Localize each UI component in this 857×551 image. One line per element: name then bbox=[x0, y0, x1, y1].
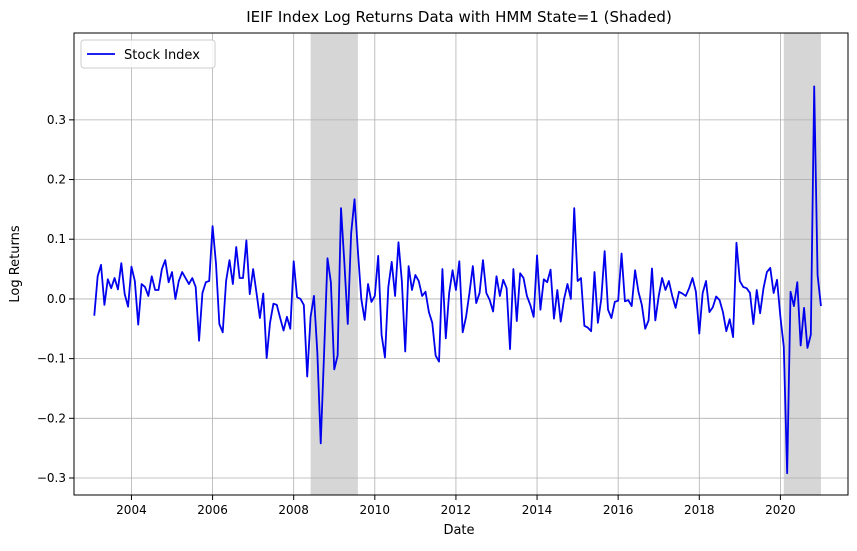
chart-title: IEIF Index Log Returns Data with HMM Sta… bbox=[246, 8, 672, 26]
y-tick-label: 0.0 bbox=[47, 292, 66, 306]
x-tick-label: 2016 bbox=[603, 503, 634, 517]
x-axis-label: Date bbox=[443, 523, 474, 538]
y-tick-label: −0.2 bbox=[37, 411, 66, 425]
plot-frame bbox=[73, 32, 849, 496]
x-tick-label: 2006 bbox=[197, 503, 228, 517]
series-line-1 bbox=[93, 85, 822, 475]
legend-box bbox=[80, 39, 216, 69]
y-tick-label: 0.1 bbox=[47, 232, 66, 246]
y-axis-ticks: 0.3 0.2 0.1 0.0 −0.1 −0.2 −0.3 bbox=[37, 113, 74, 485]
x-tick-label: 2018 bbox=[684, 503, 715, 517]
y-axis-label: Log Returns bbox=[8, 225, 23, 302]
x-tick-label: 2010 bbox=[360, 503, 391, 517]
shaded-regions bbox=[310, 33, 821, 495]
series-layer bbox=[93, 85, 822, 475]
x-axis-ticks: 2004 2006 2008 2010 2012 2014 2016 2018 2020 bbox=[116, 495, 796, 517]
grid-lines bbox=[74, 33, 848, 495]
x-tick-label: 2020 bbox=[765, 503, 796, 517]
y-tick-label: −0.1 bbox=[37, 352, 66, 366]
x-tick-label: 2012 bbox=[441, 503, 472, 517]
y-tick-label: −0.3 bbox=[37, 471, 66, 485]
x-tick-label: 2004 bbox=[116, 503, 147, 517]
x-tick-label: 2008 bbox=[278, 503, 309, 517]
y-tick-label: 0.2 bbox=[47, 173, 66, 187]
x-tick-label: 2014 bbox=[522, 503, 553, 517]
y-tick-label: 0.3 bbox=[47, 113, 66, 127]
legend-label: Stock Index bbox=[124, 48, 200, 63]
legend: Stock Index bbox=[80, 39, 216, 69]
